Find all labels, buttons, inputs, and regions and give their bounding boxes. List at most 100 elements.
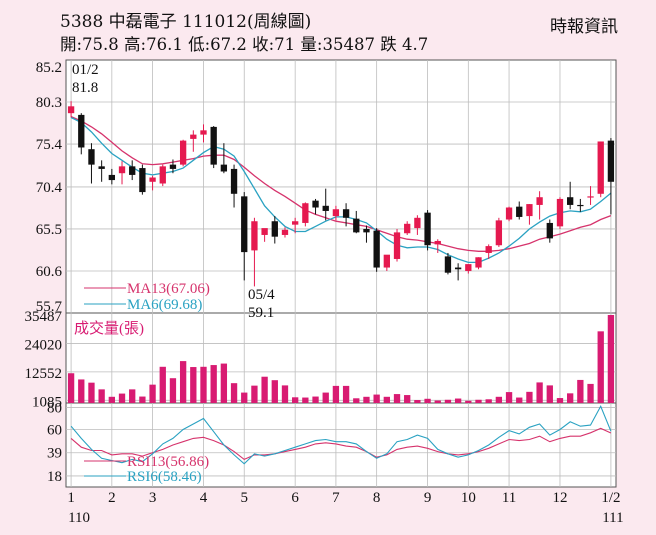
candle-body [485,246,492,253]
volume-bar [78,379,85,403]
price-tick-label: 75.4 [36,137,63,153]
candle-body [393,232,401,259]
x-tick-label: 7 [332,490,340,506]
ohlc-summary: 開:75.8 高:76.1 低:67.2 收:71 量:35487 跌 4.7 [60,35,429,54]
candle-body [98,166,105,169]
candle-body [567,197,574,205]
rsi6-legend-label: RSI6(58.46) [127,469,202,485]
candle-body [159,166,166,184]
volume-bar [556,398,564,403]
candle [210,126,217,169]
candle-body [495,220,503,246]
high-date-label: 01/2 [72,62,99,78]
candle [179,139,187,167]
volume-bar [190,367,197,403]
candle [556,197,564,229]
ma13-line [70,116,612,252]
x-tick-label: 5 [240,490,248,506]
candle [546,219,553,243]
candle [220,143,228,174]
volume-bar [322,392,329,403]
candle-body [139,168,146,193]
volume-tick-label: 1085 [32,394,62,410]
candle [98,160,105,182]
volume-bar [149,384,156,403]
candle-body [373,230,380,268]
candle-body [302,203,309,223]
candle-body [281,229,289,235]
candle [567,181,574,210]
candle-body [230,168,238,194]
ma13-legend-label: MA13(67.06) [127,281,210,297]
volume-bar [485,399,492,403]
volume-bar [414,400,421,403]
candle-body [546,222,553,239]
candle [342,203,350,227]
candle-body [88,149,95,165]
candle-body [475,257,482,268]
candle [169,159,177,174]
candle [322,188,329,221]
volume-bar [536,382,543,403]
volume-bar [261,376,268,403]
candle-body [444,256,452,273]
candle [526,204,533,225]
candle-body [424,212,431,246]
volume-bar [404,395,411,403]
candle [149,175,156,191]
candle [241,192,248,281]
rsi-tick-label: 39 [47,446,62,462]
candle [597,141,604,198]
volume-bar [312,396,319,403]
volume-bar [139,396,146,403]
candle-body [597,141,604,194]
candle [485,244,492,259]
candle-body [342,209,350,218]
candle-body [434,240,441,245]
volume-bar [129,389,136,403]
candle-body [332,209,340,217]
candle [536,191,543,220]
candle [393,228,401,262]
candle-body [271,221,278,237]
candle-body [200,130,207,135]
candle-body [505,207,513,220]
candle-body [526,204,533,217]
rsi-tick-label: 18 [47,469,62,485]
volume-bar [169,378,177,403]
candle-body [363,228,370,233]
volume-bar [281,385,289,403]
volume-bar [597,331,604,403]
volume-bar [393,394,401,403]
volume-bar [495,396,503,403]
ma6-legend-label: MA6(69.68) [127,297,202,313]
candle [302,202,309,227]
volume-bar [292,397,299,403]
candle-body [220,164,228,172]
volume-tick-label: 12552 [25,366,63,382]
volume-bar [465,400,472,403]
source-label: 時報資訊 [550,17,618,37]
volume-bar [118,393,126,403]
volume-bar [567,393,574,403]
volume-bar [577,379,584,403]
low-date-label: 05/4 [248,287,275,303]
rsi13-line [70,427,612,461]
price-tick-label: 55.7 [36,299,63,315]
x-tick-label: 11 [502,490,516,506]
candle [505,206,513,222]
candle [139,164,146,195]
volume-bar [210,365,217,403]
volume-bar [505,392,513,403]
candle [383,254,390,271]
candle [404,221,411,235]
volume-bar [546,385,553,403]
candle [312,198,319,215]
candle [353,210,360,234]
volume-bar [302,397,309,403]
candle-body [118,166,126,174]
volume-bar [526,391,533,403]
volume-bar [220,363,228,403]
candle [271,216,278,244]
